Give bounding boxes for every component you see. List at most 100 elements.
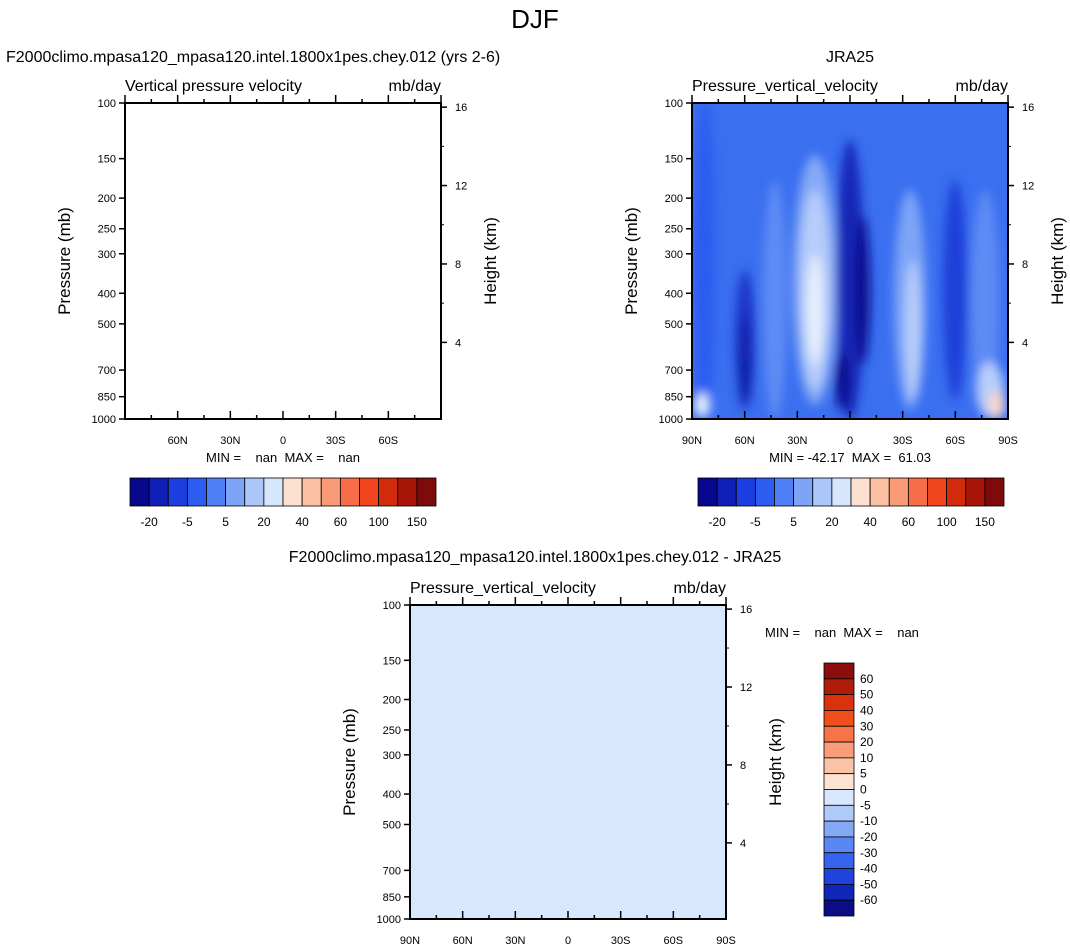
x-tick-label: 0 [847,435,853,447]
jra25-field [692,103,1008,419]
field-band-subtropics-white [807,255,823,365]
height-tick-label: 16 [740,604,752,616]
y-tick-label: 400 [383,789,401,801]
field-band-mid-north [763,180,787,419]
colorbar-label: -20 [708,515,726,529]
colorbar-label: 100 [369,515,389,529]
colorbar-swatch [812,477,833,507]
y-tick-label: 250 [383,725,401,737]
panel-2-left-subtitle: Pressure_vertical_velocity [692,78,878,95]
colorbar-label: 5 [790,515,797,529]
colorbar-swatch [927,477,948,507]
colorbar-swatch [823,804,855,822]
x-tick-label: 0 [280,435,286,447]
y-tick-label: 400 [98,288,116,300]
panel3-title: F2000climo.mpasa120_mpasa120.intel.1800x… [288,549,782,566]
colorbar-swatch [339,477,360,507]
y-tick-label: 1000 [377,914,401,926]
colorbar-label: -30 [860,846,878,860]
height-tick-label: 4 [455,337,461,349]
colorbar-label: 30 [860,719,874,733]
height-tick-label: 8 [1022,259,1028,271]
colorbar-label: 150 [975,515,995,529]
y-tick-label: 250 [98,224,116,236]
colorbar: -20 -5 5 20 40 60 100 150 [129,477,437,529]
x-tick-label: 60N [735,435,755,447]
y-tick-label: 150 [383,655,401,667]
y-axis-label: Pressure (mb) [622,207,641,315]
colorbar-swatch [301,477,322,507]
field-band-north-core [740,315,750,405]
field-band-equator [836,140,864,419]
colorbar-swatch [823,836,855,854]
height-tick-label: 16 [1022,102,1034,114]
colorbar-swatch [754,477,775,507]
x-tick-label: 60N [168,435,188,447]
x-tick-label: 90N [682,435,702,447]
colorbar-label: -20 [860,830,878,844]
colorbar-label: 60 [860,672,874,686]
y-tick-label: 500 [383,819,401,831]
colorbar-label: -20 [140,515,158,529]
height-tick-label: 4 [740,838,746,850]
height-axis-label: Height (km) [1048,217,1067,305]
x-tick-label: 90S [998,435,1018,447]
y-tick-label: 1000 [659,414,683,426]
colorbar-swatch [823,883,855,901]
y-tick-label: 700 [665,365,683,377]
colorbar-label: -10 [860,814,878,828]
colorbar-swatch [984,477,1005,507]
colorbar-swatch [907,477,928,507]
colorbar-swatch [823,899,855,917]
colorbar-swatch [244,477,265,507]
colorbar-label: 0 [860,783,867,797]
field-band-west [695,103,715,419]
y-tick-label: 850 [383,892,401,904]
x-tick-label: 30N [505,935,525,947]
panel-1-right-subtitle: mb/day [389,78,441,95]
colorbar-swatch [206,477,227,507]
y-tick-label: 150 [665,154,683,166]
colorbar-swatch [129,477,150,507]
x-tick-label: 60S [946,435,966,447]
colorbar-label: 60 [902,515,916,529]
y-tick-label: 100 [383,600,401,612]
colorbar-swatch [965,477,986,507]
colorbar-label: -50 [860,877,878,891]
panel-1-left-subtitle: Vertical pressure velocity [125,78,302,95]
colorbar-swatch [282,477,303,507]
colorbar-swatch [735,477,756,507]
colorbar-swatch [850,477,871,507]
colorbar-swatch [167,477,188,507]
colorbar-label: -60 [860,893,878,907]
colorbar-swatch [320,477,341,507]
field-band-equator-core [854,215,870,365]
colorbar-label: 20 [825,515,839,529]
plot-frame [124,102,442,420]
colorbar-label: 40 [863,515,877,529]
colorbar-swatch [416,477,437,507]
colorbar-swatch [359,477,380,507]
colorbar: -20 -5 5 20 40 60 100 150 [697,477,1005,529]
colorbar-swatch [823,710,855,727]
colorbar-label: 5 [860,767,867,781]
panel-3-right-subtitle: mb/day [674,580,726,597]
x-tick-label: 90N [400,935,420,947]
colorbar-swatch [823,820,855,838]
height-tick-label: 8 [740,760,746,772]
colorbar-label: 10 [860,751,874,765]
field-band-polar-warm [989,391,1005,419]
y-axis-label: Pressure (mb) [340,708,359,816]
colorbar-label: 50 [860,688,874,702]
colorbar-swatch [148,477,169,507]
panel1-title: F2000climo.mpasa120_mpasa120.intel.1800x… [6,49,501,66]
y-tick-label: 400 [665,288,683,300]
colorbar-swatch [869,477,890,507]
field-band-south-dark [943,180,967,400]
min-max-label: MIN = nan MAX = nan [206,450,360,465]
x-tick-label: 30N [220,435,240,447]
colorbar-label: 20 [257,515,271,529]
colorbar-swatch [823,868,855,885]
field-band-polar [971,190,999,410]
